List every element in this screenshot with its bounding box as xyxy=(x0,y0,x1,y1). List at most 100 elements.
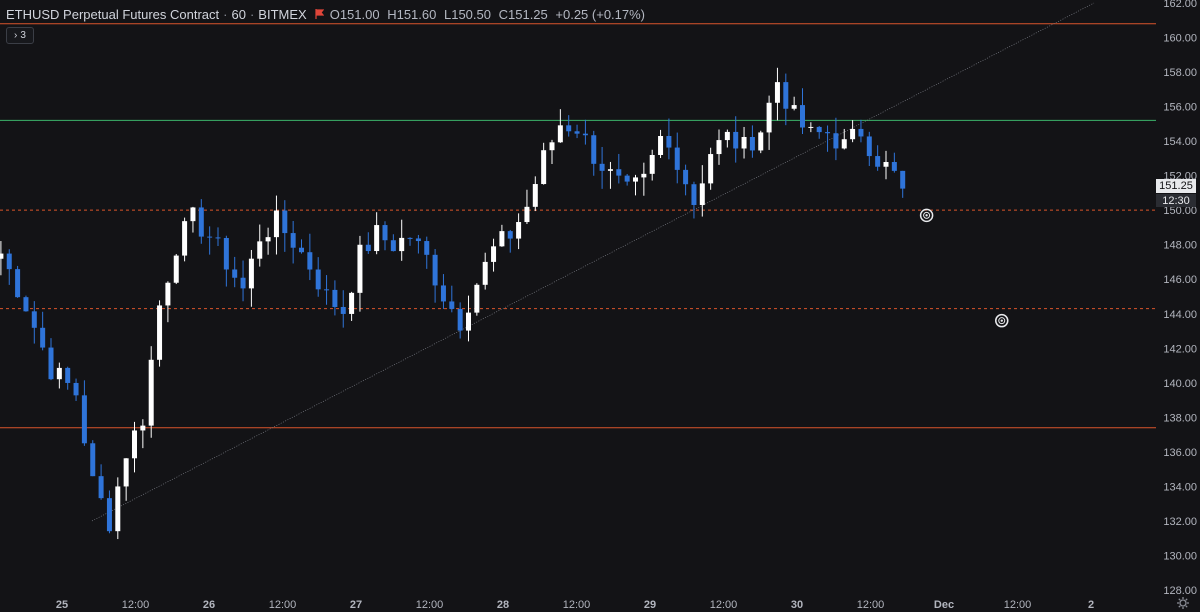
candle-body xyxy=(248,258,254,289)
time-tick-label: 12:00 xyxy=(416,599,444,611)
price-tick-label: 144.00 xyxy=(1163,309,1197,321)
candle-body xyxy=(190,207,196,222)
time-tick-label: 27 xyxy=(350,599,362,611)
candle-body xyxy=(766,102,772,133)
candle-body xyxy=(649,154,655,174)
candle-body xyxy=(232,269,238,278)
candle-body xyxy=(23,297,29,312)
exchange-label: BITMEX xyxy=(258,6,307,22)
candle-body xyxy=(90,443,96,477)
candle-body xyxy=(307,252,313,270)
candle-body xyxy=(349,292,355,314)
candle-body xyxy=(507,231,513,239)
candle-body xyxy=(875,156,881,167)
candle-body xyxy=(382,225,388,241)
price-tick-label: 148.00 xyxy=(1163,240,1197,252)
interval-label[interactable]: 60 xyxy=(231,6,246,22)
candle-body xyxy=(207,236,213,238)
candle-body xyxy=(106,498,112,532)
candle-body xyxy=(257,241,263,259)
candle-body xyxy=(0,253,4,259)
header-separator: · xyxy=(249,6,255,22)
candle-body xyxy=(31,311,37,328)
price-tick-label: 134.00 xyxy=(1163,481,1197,493)
candle-body xyxy=(599,163,605,171)
candle-body xyxy=(324,289,330,291)
header-separator: · xyxy=(223,6,228,22)
candle-body xyxy=(699,183,705,205)
change-value: +0.25 (+0.17%) xyxy=(555,6,646,22)
indicators-count: 3 xyxy=(20,30,26,41)
price-tick-label: 156.00 xyxy=(1163,102,1197,114)
candle-body xyxy=(290,233,296,248)
candle-body xyxy=(549,142,555,151)
candle-body xyxy=(499,231,505,247)
price-axis-background xyxy=(1156,0,1200,592)
candle-body xyxy=(557,125,563,143)
candle-body xyxy=(449,301,455,309)
price-tick-label: 160.00 xyxy=(1163,33,1197,45)
candle-body xyxy=(357,244,363,293)
price-tick-label: 132.00 xyxy=(1163,516,1197,528)
price-tick-label: 128.00 xyxy=(1163,585,1197,597)
red-flag-icon[interactable] xyxy=(315,9,324,19)
time-tick-label: 12:00 xyxy=(857,599,885,611)
candle-body xyxy=(841,139,847,149)
candle-body xyxy=(115,486,121,532)
symbol-title[interactable]: ETHUSD Perpetual Futures Contract xyxy=(6,6,220,22)
candle-body xyxy=(591,135,597,164)
candle-body xyxy=(666,136,672,148)
open-value: O151.00 xyxy=(329,6,380,22)
candle-body xyxy=(791,105,797,109)
time-tick-label: 12:00 xyxy=(563,599,591,611)
candle-body xyxy=(165,282,171,306)
candle-body xyxy=(123,458,129,487)
candle-body xyxy=(182,221,188,256)
candle-body xyxy=(81,395,87,444)
candle-body xyxy=(65,367,71,383)
low-value: L150.50 xyxy=(443,6,491,22)
bar-countdown-label: 12:30 xyxy=(1156,194,1196,207)
candle-body xyxy=(674,147,680,170)
indicators-toggle-button[interactable]: › 3 xyxy=(6,27,34,44)
candle-body xyxy=(148,359,154,426)
price-tick-label: 158.00 xyxy=(1163,67,1197,79)
candle-body xyxy=(466,312,471,331)
candle-body xyxy=(215,237,221,239)
time-tick-label: 25 xyxy=(56,599,68,611)
price-tick-label: 154.00 xyxy=(1163,136,1197,148)
time-tick-label: 2 xyxy=(1088,599,1094,611)
candle-body xyxy=(658,136,664,155)
candle-body xyxy=(532,184,538,207)
time-tick-label: 26 xyxy=(203,599,215,611)
candle-body xyxy=(440,285,446,302)
candle-body xyxy=(474,284,480,313)
candle-body xyxy=(883,162,889,167)
alert-markers xyxy=(919,208,1009,328)
candle-body xyxy=(73,382,79,396)
time-tick-label: 12:00 xyxy=(269,599,297,611)
candle-body xyxy=(15,269,21,298)
candle-body xyxy=(282,210,288,234)
gear-icon[interactable] xyxy=(1176,596,1190,610)
candle-body xyxy=(132,430,137,459)
time-tick-label: 29 xyxy=(644,599,656,611)
candle-body xyxy=(825,132,831,134)
time-tick-label: 28 xyxy=(497,599,509,611)
candle-body xyxy=(691,184,697,205)
trendline xyxy=(91,2,1095,522)
candle-body xyxy=(98,476,104,499)
price-tick-label: 140.00 xyxy=(1163,378,1197,390)
candle-body xyxy=(491,246,497,262)
candle-body xyxy=(40,327,46,348)
candle-body xyxy=(140,425,146,431)
time-tick-label: Dec xyxy=(934,599,954,611)
candle-body xyxy=(582,133,588,136)
last-price-label: 151.25 xyxy=(1156,179,1196,193)
candle-body xyxy=(816,126,822,133)
candle-body xyxy=(340,306,346,314)
candle-body xyxy=(390,240,396,252)
candle-body xyxy=(808,126,814,128)
candle-body xyxy=(399,237,405,252)
